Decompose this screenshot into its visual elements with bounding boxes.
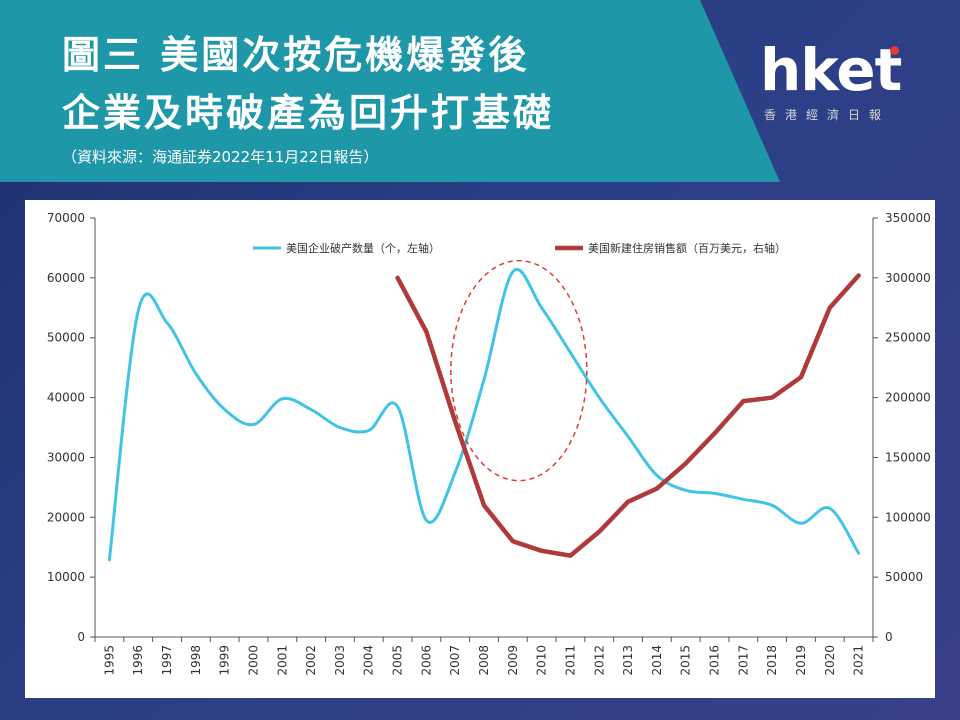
x-tick-label: 2015	[679, 645, 693, 676]
legend-label-bankruptcies: 美国企业破产数量（个，左轴）	[286, 241, 440, 255]
left-tick-label: 70000	[47, 211, 85, 225]
left-tick-label: 20000	[47, 510, 85, 524]
x-tick-label: 2012	[592, 645, 606, 676]
left-tick-label: 40000	[47, 391, 85, 405]
right-tick-label: 100000	[885, 510, 931, 524]
series-line-bankruptcies	[107, 268, 861, 562]
x-tick-label: 2007	[448, 645, 462, 676]
x-tick-label: 2003	[333, 645, 347, 676]
x-tick-label: 1997	[160, 645, 174, 676]
x-tick-label: 2009	[506, 645, 520, 676]
x-tick-label: 2011	[563, 645, 577, 676]
title-banner	[0, 0, 780, 182]
x-tick-label: 2014	[650, 645, 664, 676]
x-tick-label: 2021	[852, 645, 866, 676]
x-tick-label: 2018	[765, 645, 779, 676]
right-tick-label: 50000	[885, 570, 923, 584]
chart-svg: 0 10000 20000 30000 40000 50000 60000 70000 0 500…	[47, 211, 931, 676]
logo-text: hket	[760, 36, 902, 104]
hket-logo: hket 香港經濟日報	[760, 40, 930, 130]
annotation-dashed-ellipse	[450, 259, 588, 482]
x-tick-label: 2005	[391, 645, 405, 676]
x-tick-label: 2019	[794, 645, 808, 676]
x-tick-label: 2010	[535, 645, 549, 676]
left-tick-label: 60000	[47, 271, 85, 285]
x-tick-label: 1995	[102, 645, 116, 676]
x-tick-label: 2020	[823, 645, 837, 676]
x-tick-label: 2013	[621, 645, 635, 676]
page-title-line1: 圖三 美國次按危機爆發後	[62, 33, 530, 77]
x-tick-label: 2017	[736, 645, 750, 676]
chart-panel: 0 10000 20000 30000 40000 50000 60000 70000 0 500…	[25, 200, 935, 698]
legend-label-home-sales: 美国新建住房销售额（百万美元，右轴）	[588, 241, 786, 255]
right-tick-label: 0	[885, 630, 893, 644]
x-tick-label: 2000	[246, 645, 260, 676]
right-tick-label: 350000	[885, 211, 931, 225]
left-tick-label: 0	[77, 630, 85, 644]
left-tick-label: 50000	[47, 331, 85, 345]
right-tick-label: 200000	[885, 391, 931, 405]
series-line-home-sales	[395, 273, 861, 558]
logo-subtitle: 香港經濟日報	[764, 108, 891, 122]
logo-dot-icon	[890, 46, 899, 55]
x-tick-label: 1999	[218, 645, 232, 676]
x-tick-label: 2004	[362, 645, 376, 676]
right-tick-label: 150000	[885, 450, 931, 464]
x-tick-label: 2001	[275, 645, 289, 676]
right-tick-label: 300000	[885, 271, 931, 285]
x-tick-label: 1996	[131, 645, 145, 676]
left-tick-label: 10000	[47, 570, 85, 584]
x-tick-label: 2002	[304, 645, 318, 676]
right-tick-label: 250000	[885, 331, 931, 345]
x-tick-label: 2006	[419, 645, 433, 676]
source-note: （資料來源：海通証券2022年11月22日報告）	[62, 148, 379, 166]
x-tick-label: 2016	[708, 645, 722, 676]
x-tick-label: 2008	[477, 645, 491, 676]
left-tick-label: 30000	[47, 450, 85, 464]
x-tick-label: 1998	[189, 645, 203, 676]
page-title-line2: 企業及時破產為回升打基礎	[62, 91, 555, 135]
